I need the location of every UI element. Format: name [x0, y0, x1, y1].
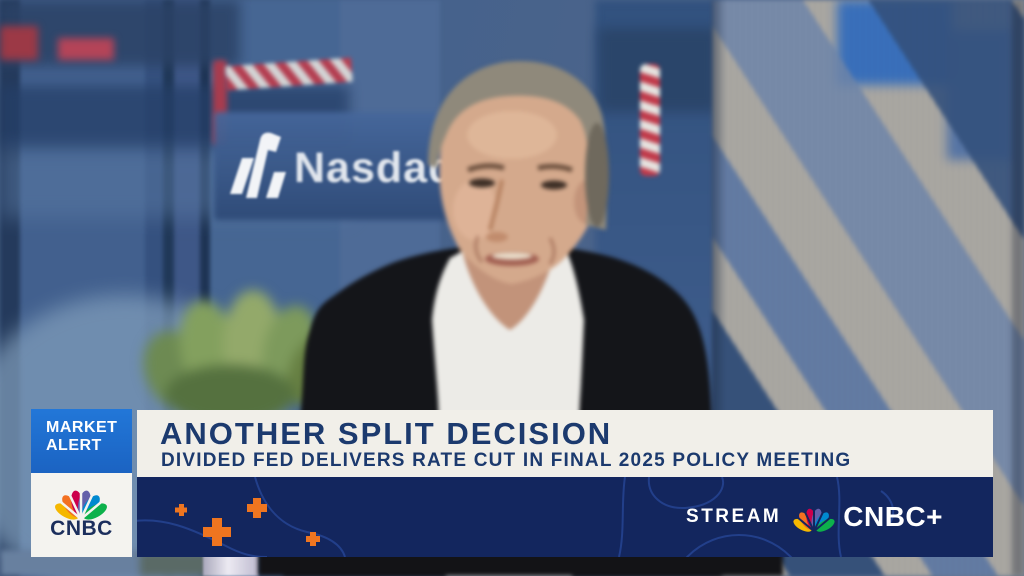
nasdaq-ribbon-icon: [230, 132, 286, 198]
nasdaq-sign-text: Nasdaq: [294, 144, 456, 192]
striped-pole: [640, 64, 660, 176]
headline-banner: ANOTHER SPLIT DECISION DIVIDED FED DELIV…: [137, 410, 993, 477]
cnbc-peacock-icon: [52, 482, 110, 520]
alert-badge-line1: MARKET: [46, 419, 118, 436]
red-signage-mid: [58, 38, 114, 60]
plus-decorations: [175, 498, 320, 546]
guest-eye-left: [541, 180, 567, 190]
ticker-bar: STREAM: [137, 477, 993, 557]
market-alert-badge: MARKET ALERT: [31, 409, 132, 473]
bar-decoration: [137, 477, 895, 557]
studio-dark-corner: [0, 0, 240, 66]
red-signage-left: [0, 26, 38, 60]
guest-hair: [428, 61, 608, 231]
cnbc-wordmark: CNBC: [50, 517, 113, 540]
guest-eye-right: [469, 178, 495, 188]
banner-subheadline: DIVIDED FED DELIVERS RATE CUT IN FINAL 2…: [161, 450, 852, 471]
frame-edge-shadow: [1012, 0, 1024, 576]
cnbc-plus-wordmark: CNBC+: [843, 501, 943, 532]
cnbc-logo-bug: CNBC: [31, 473, 132, 557]
stream-label: STREAM: [686, 506, 782, 527]
cnbc-plus-peacock-icon: [791, 501, 838, 533]
stream-promo: STREAM: [686, 477, 943, 557]
banner-headline: ANOTHER SPLIT DECISION: [160, 416, 613, 451]
alert-badge-line2: ALERT: [46, 437, 102, 454]
guest-face: [439, 70, 599, 284]
